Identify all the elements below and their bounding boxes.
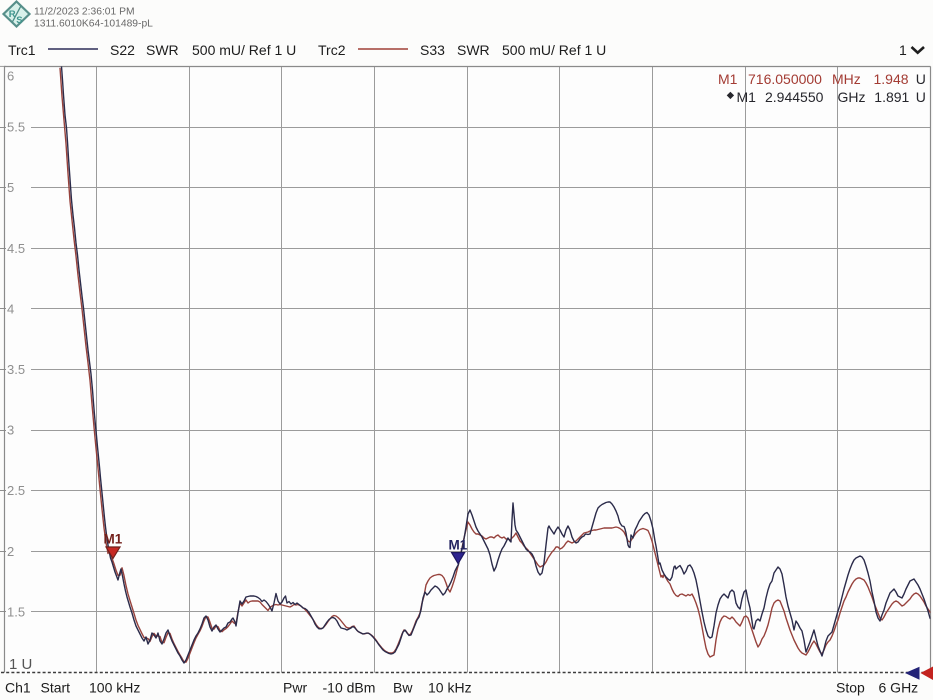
svg-text:2: 2 <box>7 544 14 559</box>
svg-text:5.5: 5.5 <box>7 120 25 135</box>
svg-text:M1: M1 <box>718 71 738 87</box>
svg-text:Bw: Bw <box>393 680 413 696</box>
svg-text:R: R <box>9 9 16 20</box>
svg-text:GHz: GHz <box>838 89 866 105</box>
svg-text:S: S <box>16 15 22 26</box>
svg-text:6 GHz: 6 GHz <box>879 680 919 696</box>
svg-text:M1: M1 <box>737 89 757 105</box>
svg-text:6: 6 <box>7 69 14 84</box>
svg-text:11/2/2023 2:36:01 PM: 11/2/2023 2:36:01 PM <box>34 7 135 18</box>
svg-text:Trc2: Trc2 <box>318 42 346 58</box>
svg-text:1 U: 1 U <box>9 656 32 673</box>
svg-text:716.050000: 716.050000 <box>748 71 822 87</box>
svg-text:S33: S33 <box>420 42 445 58</box>
svg-text:-10 dBm: -10 dBm <box>323 680 376 696</box>
svg-text:1: 1 <box>899 42 907 58</box>
svg-text:4: 4 <box>7 301 14 316</box>
svg-text:Stop: Stop <box>836 680 865 696</box>
svg-text:SWR: SWR <box>457 42 490 58</box>
svg-text:500 mU/ Ref 1 U: 500 mU/ Ref 1 U <box>502 42 606 58</box>
svg-text:1.891: 1.891 <box>874 89 909 105</box>
svg-text:10 kHz: 10 kHz <box>428 680 472 696</box>
svg-text:SWR: SWR <box>146 42 179 58</box>
svg-text:3: 3 <box>7 423 14 438</box>
svg-text:MHz: MHz <box>832 71 861 87</box>
svg-text:100 kHz: 100 kHz <box>89 680 140 696</box>
svg-text:U: U <box>916 71 926 87</box>
svg-text:1.5: 1.5 <box>7 605 25 620</box>
svg-text:2.944550: 2.944550 <box>765 89 824 105</box>
svg-text:3.5: 3.5 <box>7 362 25 377</box>
svg-text:M1: M1 <box>449 538 468 553</box>
svg-text:4.5: 4.5 <box>7 241 25 256</box>
svg-text:Start: Start <box>41 680 71 696</box>
svg-text:U: U <box>916 89 926 105</box>
svg-text:M1: M1 <box>104 532 123 547</box>
svg-text:Trc1: Trc1 <box>8 42 36 58</box>
svg-text:S22: S22 <box>110 42 135 58</box>
svg-text:5: 5 <box>7 180 14 195</box>
svg-text:1311.6010K64-101489-pL: 1311.6010K64-101489-pL <box>34 19 153 30</box>
svg-text:Ch1: Ch1 <box>5 680 31 696</box>
svg-text:1.948: 1.948 <box>874 71 909 87</box>
svg-text:Pwr: Pwr <box>283 680 307 696</box>
svg-text:2.5: 2.5 <box>7 483 25 498</box>
svg-text:500 mU/ Ref 1 U: 500 mU/ Ref 1 U <box>192 42 296 58</box>
